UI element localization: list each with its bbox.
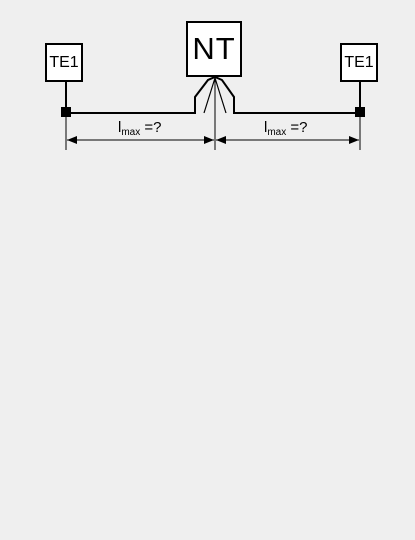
network-terminal-box: NT xyxy=(186,21,242,77)
nt-connector-right xyxy=(214,77,227,114)
right-length-subscript: max xyxy=(267,127,287,138)
terminal-equipment-right: TE1 xyxy=(340,43,378,82)
left-dimension-arrowhead-start xyxy=(67,136,77,144)
right-length-symbol: l xyxy=(264,119,268,136)
left-length-symbol: l xyxy=(118,119,122,136)
left-length-label: lmax =? xyxy=(118,119,162,138)
left-junction xyxy=(61,107,71,117)
terminal-left-label: TE1 xyxy=(49,53,79,71)
left-length-subscript: max xyxy=(121,127,141,138)
nt-connector-left xyxy=(203,77,216,114)
right-junction xyxy=(355,107,365,117)
terminal-right-label: TE1 xyxy=(344,53,374,71)
right-length-question: =? xyxy=(286,119,308,136)
terminal-equipment-left: TE1 xyxy=(45,43,83,82)
bus-line xyxy=(66,75,360,114)
network-terminal-label: NT xyxy=(192,31,236,66)
right-dimension-arrowhead-end xyxy=(349,136,359,144)
left-dimension-arrowhead-end xyxy=(204,136,214,144)
right-dimension-arrowhead-start xyxy=(216,136,226,144)
right-length-label: lmax =? xyxy=(264,119,308,138)
left-length-question: =? xyxy=(140,119,162,136)
